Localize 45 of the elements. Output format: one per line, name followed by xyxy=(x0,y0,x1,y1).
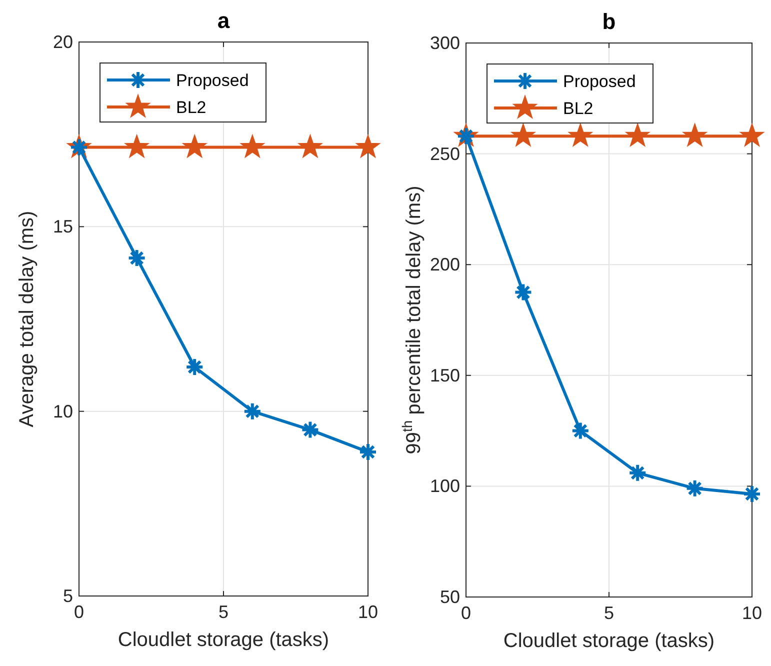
point xyxy=(511,124,536,146)
point xyxy=(685,478,704,498)
y-tick-label: 200 xyxy=(430,254,460,275)
point xyxy=(570,421,590,440)
point xyxy=(182,134,207,158)
point xyxy=(514,282,533,302)
x-tick-label: 0 xyxy=(460,603,472,623)
point xyxy=(568,124,592,146)
x-axis-title: Cloudlet storage (tasks) xyxy=(503,630,715,652)
y-tick-label: 300 xyxy=(430,33,460,53)
y-tick-label: 50 xyxy=(440,587,460,607)
point xyxy=(740,124,764,146)
point xyxy=(242,402,262,421)
y-tick-label: 20 xyxy=(52,32,73,52)
y-axis-title: Average total delay (ms) xyxy=(16,210,38,428)
y-tick-label: 5 xyxy=(62,586,73,606)
legend-label: Proposed xyxy=(176,71,249,90)
point xyxy=(127,248,146,268)
y-tick-label: 150 xyxy=(430,365,460,386)
y-tick-label: 10 xyxy=(52,401,73,422)
point xyxy=(626,124,650,146)
point xyxy=(185,358,204,377)
chart-title: a xyxy=(217,8,230,33)
point xyxy=(124,134,149,158)
y-tick-label: 15 xyxy=(52,216,73,237)
point xyxy=(240,134,264,158)
point xyxy=(356,134,380,158)
x-tick-label: 0 xyxy=(74,602,84,622)
legend-label: BL2 xyxy=(563,99,594,118)
x-tick-label: 10 xyxy=(358,602,378,622)
y-tick-label: 100 xyxy=(430,476,460,496)
chart-title: b xyxy=(602,9,616,34)
x-tick-label: 5 xyxy=(218,602,229,622)
point xyxy=(298,134,322,158)
x-tick-label: 5 xyxy=(604,603,614,623)
x-axis-title: Cloudlet storage (tasks) xyxy=(118,629,330,651)
x-tick-label: 10 xyxy=(742,603,762,623)
legend-label: BL2 xyxy=(176,98,206,117)
legend-label: Proposed xyxy=(563,72,636,91)
point xyxy=(358,442,378,462)
point xyxy=(300,420,320,440)
point xyxy=(682,124,707,146)
point xyxy=(742,484,762,504)
y-tick-label: 250 xyxy=(430,144,460,164)
point xyxy=(628,463,648,482)
